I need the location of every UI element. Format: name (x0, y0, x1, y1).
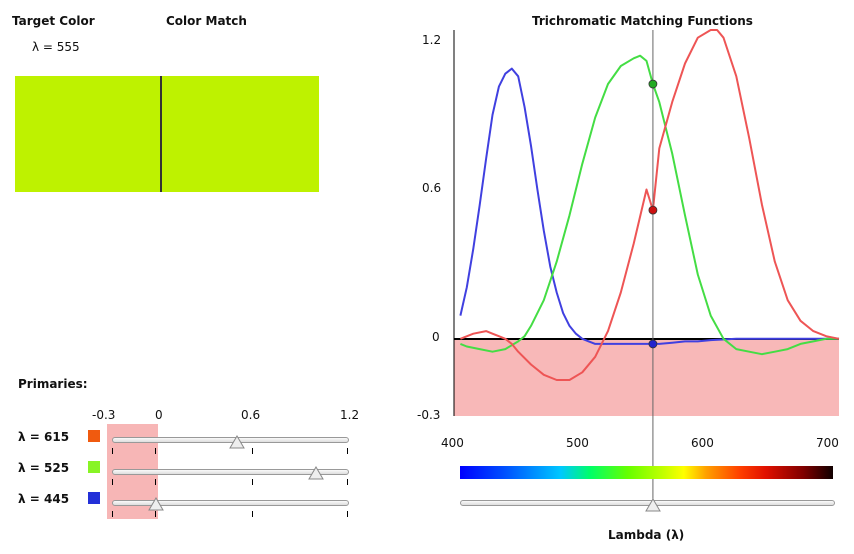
primary-slider-track-615[interactable] (112, 437, 349, 443)
primary-slider-thumb-525[interactable] (307, 465, 324, 480)
triangle-thumb-icon (147, 497, 164, 511)
x-tick-label: 600 (691, 436, 714, 450)
lambda-slider-track[interactable] (460, 500, 835, 506)
y-tick-label: 0 (432, 330, 440, 344)
y-tick-label: 1.2 (422, 33, 442, 47)
slider-tick (155, 448, 156, 454)
color-match-swatch (161, 76, 319, 192)
target-color-swatch (15, 76, 161, 192)
primary-color-box-615 (88, 430, 100, 442)
x-tick-label: 700 (816, 436, 839, 450)
swatch-divider (160, 76, 162, 192)
scale-label-0: 0 (155, 408, 163, 422)
cursor-marker-1 (648, 205, 658, 215)
slider-tick (155, 479, 156, 485)
primary-label-615: λ = 615 (18, 430, 70, 444)
matching-function-line-0 (459, 67, 839, 345)
slider-tick (347, 511, 348, 517)
primary-color-box-525 (88, 461, 100, 473)
scale-label-neg03: -0.3 (92, 408, 116, 422)
slider-tick (347, 479, 348, 485)
target-lambda-readout: λ = 555 (32, 40, 80, 54)
slider-tick (252, 448, 253, 454)
triangle-thumb-icon (644, 498, 661, 512)
cursor-marker-0 (648, 79, 658, 89)
x-tick-label: 400 (441, 436, 464, 450)
lambda-axis-label: Lambda (λ) (608, 528, 685, 542)
y-tick-label: -0.3 (417, 408, 441, 422)
slider-tick (252, 479, 253, 485)
chart-negative-region (454, 339, 839, 416)
primary-slider-track-445[interactable] (112, 500, 349, 506)
slider-tick (347, 448, 348, 454)
x-tick-label: 500 (566, 436, 589, 450)
primary-slider-track-525[interactable] (112, 469, 349, 475)
primary-label-445: λ = 445 (18, 492, 70, 506)
chart-title: Trichromatic Matching Functions (532, 14, 753, 28)
y-tick-label: 0.6 (422, 181, 442, 195)
primary-slider-thumb-615[interactable] (229, 434, 246, 449)
matching-function-line-2 (460, 29, 840, 381)
target-color-label: Target Color (12, 14, 95, 28)
slider-tick (112, 511, 113, 517)
scale-label-06: 0.6 (241, 408, 261, 422)
slider-tick (112, 479, 113, 485)
triangle-thumb-icon (307, 466, 324, 480)
matching-function-line-1 (460, 54, 839, 356)
scale-label-12: 1.2 (340, 408, 360, 422)
slider-tick (252, 511, 253, 517)
slider-tick (112, 448, 113, 454)
primaries-title: Primaries: (18, 377, 88, 391)
primary-label-525: λ = 525 (18, 461, 70, 475)
visible-spectrum-bar (460, 466, 833, 479)
color-match-label: Color Match (166, 14, 247, 28)
slider-tick (155, 511, 156, 517)
lambda-slider-thumb[interactable] (644, 497, 661, 512)
triangle-thumb-icon (229, 435, 246, 449)
primary-color-box-445 (88, 492, 100, 504)
cursor-marker-2 (648, 339, 658, 349)
primary-slider-thumb-445[interactable] (147, 496, 164, 511)
